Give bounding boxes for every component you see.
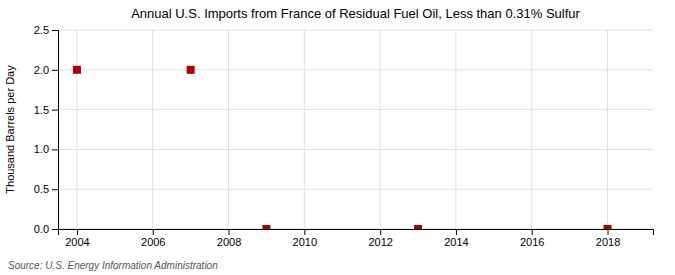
tick-label: 0.5 <box>34 183 49 195</box>
tick-label: 1.0 <box>34 143 49 155</box>
grid-line-y <box>58 109 653 110</box>
tick-mark <box>52 70 58 71</box>
tick: 2018 <box>596 229 620 248</box>
tick-mark <box>52 189 58 190</box>
grid-line-x <box>304 30 305 229</box>
tick: 2016 <box>520 229 544 248</box>
grid-line-x <box>76 30 77 229</box>
tick: 2006 <box>141 229 165 248</box>
tick: 2.0 <box>34 64 58 76</box>
tick-mark <box>153 229 154 235</box>
points <box>73 66 612 229</box>
tick-label: 1.5 <box>34 104 49 116</box>
tick-mark <box>52 110 58 111</box>
tick-mark <box>532 229 533 235</box>
tick: 1.0 <box>34 143 58 155</box>
tick-mark <box>229 229 230 235</box>
y-axis: 0.0 0.5 1.0 1.5 2.0 2.5 <box>34 24 59 235</box>
tick: 2010 <box>293 229 317 248</box>
grid-line-y <box>58 189 653 190</box>
point <box>604 225 612 229</box>
x-axis: 2004 2006 2008 2010 2012 2014 2016 2018 <box>59 229 654 248</box>
tick-label: 2010 <box>293 236 317 248</box>
grid-line-y <box>58 149 653 150</box>
title: Annual U.S. Imports from France of Resid… <box>131 6 580 21</box>
tick-mark <box>380 229 381 235</box>
tick-label: 2018 <box>596 236 620 248</box>
tick-mark <box>608 229 609 235</box>
grid-line-x <box>531 30 532 229</box>
grid-line-x <box>380 30 381 229</box>
chart: 2004 2006 2008 2010 2012 2014 2016 2018 0.0 0.5 1.… <box>0 0 675 275</box>
tick: 2004 <box>65 229 89 248</box>
tick-mark <box>52 30 58 31</box>
axis-line <box>52 31 59 230</box>
point <box>187 66 195 74</box>
tick-label: 2008 <box>217 236 241 248</box>
tick: 2008 <box>217 229 241 248</box>
grid-line-x <box>228 30 229 229</box>
tick-label: 2004 <box>65 236 89 248</box>
tick-mark <box>52 229 58 230</box>
point <box>73 66 81 74</box>
tick-label: 2.5 <box>34 24 49 36</box>
grid-line-x <box>607 30 608 229</box>
tick-mark <box>77 229 78 235</box>
tick: 2014 <box>444 229 468 248</box>
grid <box>58 30 653 229</box>
grid-line-x <box>455 30 456 229</box>
tick: 0.5 <box>34 183 58 195</box>
tick-label: 2014 <box>444 236 468 248</box>
tick-label: 2016 <box>520 236 544 248</box>
grid-line-y <box>58 30 653 31</box>
point <box>262 225 270 229</box>
grid-line-y <box>58 69 653 70</box>
tick-mark <box>52 149 58 150</box>
tick-label: 0.0 <box>34 223 49 235</box>
tick: 0.0 <box>34 223 58 235</box>
tick-label: 2.0 <box>34 64 49 76</box>
point <box>414 225 422 229</box>
axis-line <box>59 230 654 236</box>
tick-label: 2012 <box>368 236 392 248</box>
grid-line-x <box>152 30 153 229</box>
tick-mark <box>456 229 457 235</box>
tick-label: 2006 <box>141 236 165 248</box>
tick: 2012 <box>368 229 392 248</box>
tick-mark <box>304 229 305 235</box>
plot-area: 2004 2006 2008 2010 2012 2014 2016 2018 0.0 0.5 1.… <box>34 24 654 248</box>
tick: 1.5 <box>34 104 58 116</box>
annotation: Source: U.S. Energy Information Administ… <box>8 260 218 271</box>
tick: 2.5 <box>34 24 58 36</box>
y-axis-title: Thousand Barrels per Day <box>4 65 16 194</box>
